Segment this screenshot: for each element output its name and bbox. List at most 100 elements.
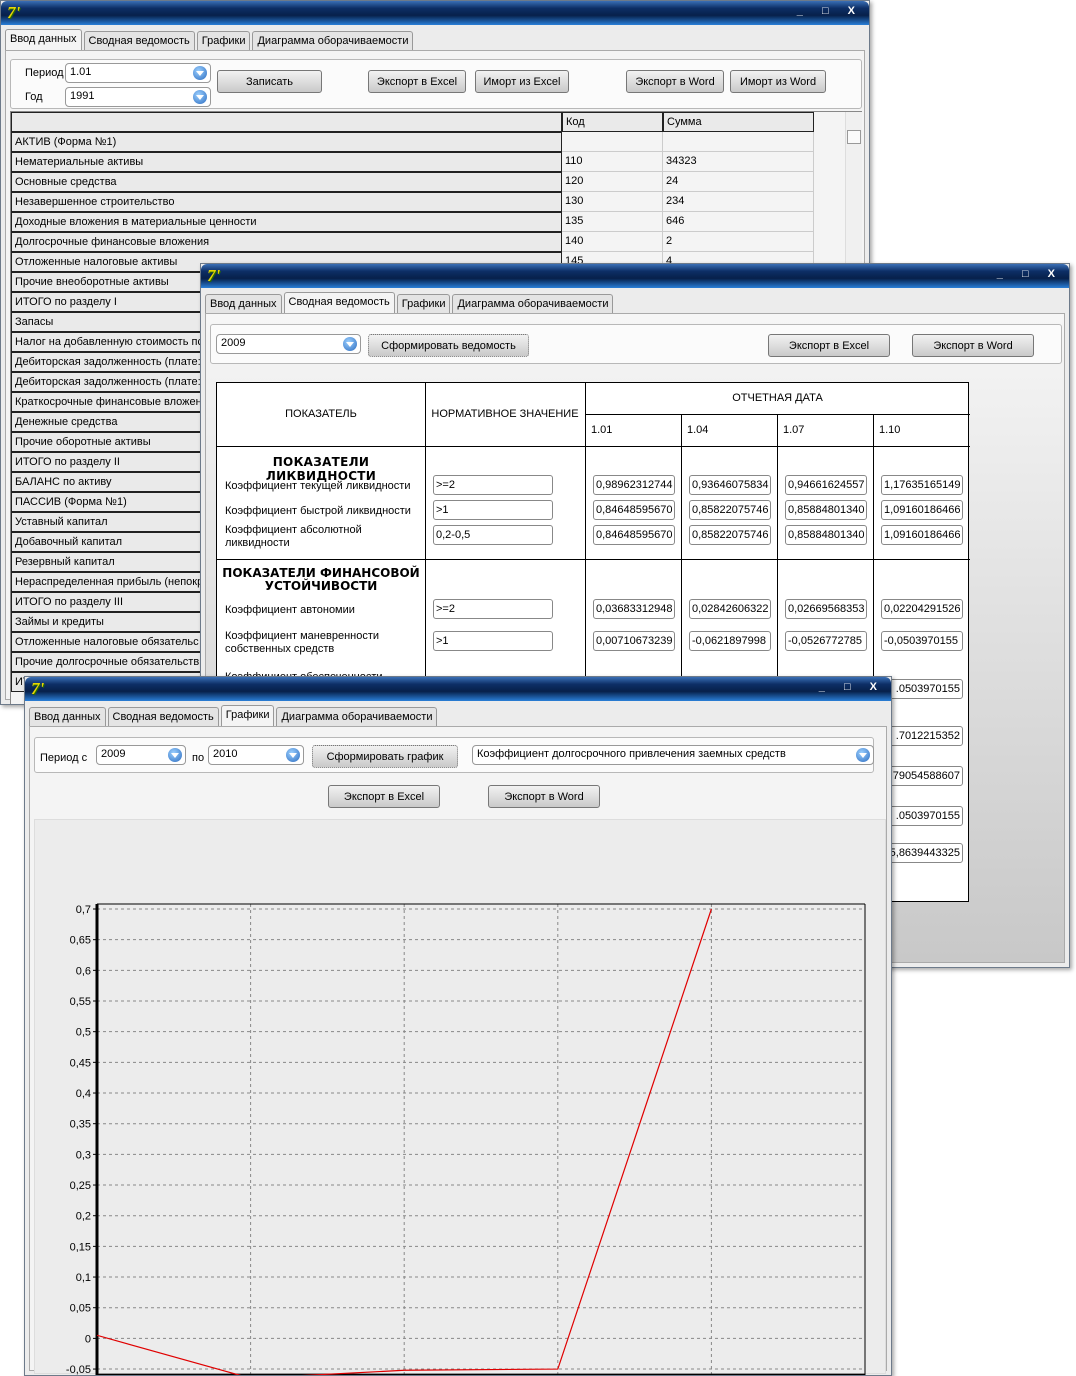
value-input[interactable]: 0,93646075834 <box>689 475 771 495</box>
tab-summary[interactable]: Сводная ведомость <box>107 707 219 727</box>
from-select[interactable]: 2009 <box>96 745 186 765</box>
row-name[interactable]: Долгосрочные финансовые вложения <box>11 232 562 252</box>
value-input[interactable]: 0,84648595670 <box>593 525 675 545</box>
row-name[interactable]: Незавершенное строительство <box>11 192 562 212</box>
row-code[interactable]: 140 <box>562 232 663 252</box>
value-input[interactable]: 1,17635165149 <box>881 475 963 495</box>
section-liquidity: ПОКАЗАТЕЛИ ЛИКВИДНОСТИ <box>265 455 377 483</box>
indicator-select[interactable]: Коэффициент долгосрочного привлечения за… <box>472 745 874 765</box>
form-report-button[interactable]: Сформировать ведомость <box>368 334 529 357</box>
scroll-thumb[interactable] <box>847 130 861 144</box>
tab-summary[interactable]: Сводная ведомость <box>283 292 395 314</box>
value-input[interactable]: 0,03683312948 <box>593 599 675 619</box>
norm-input[interactable]: >=2 <box>433 475 553 495</box>
save-button[interactable]: Записать <box>217 70 322 93</box>
row-sum[interactable] <box>663 132 814 152</box>
import-excel-button[interactable]: Имopт из Excel <box>475 70 569 93</box>
window-controls[interactable]: _ □ X <box>996 268 1063 280</box>
tab-summary[interactable]: Сводная ведомость <box>83 31 195 51</box>
value-input[interactable]: 0,85884801340 <box>785 525 867 545</box>
form-chart-button[interactable]: Сформировать график <box>312 745 458 768</box>
export-excel-button[interactable]: Экспорт в Excel <box>768 334 890 357</box>
to-select[interactable]: 2010 <box>208 745 304 765</box>
value-input[interactable]: .0503970155 <box>881 679 963 699</box>
row-code[interactable]: 135 <box>562 212 663 232</box>
header-norm: НОРМАТИВНОЕ ЗНАЧЕНИЕ <box>431 408 579 420</box>
value-input[interactable]: 0,02842606322 <box>689 599 771 619</box>
from-value: 2009 <box>101 748 126 760</box>
value-input[interactable]: 0,84648595670 <box>593 500 675 520</box>
value-input[interactable]: 0,85822075746 <box>689 525 771 545</box>
value-input[interactable]: 1,09160186466 <box>881 500 963 520</box>
tab-charts[interactable]: Графики <box>220 705 275 727</box>
row-name[interactable]: АКТИВ (Форма №1) <box>11 132 562 152</box>
tab-data-entry[interactable]: Ввод данных <box>29 707 106 727</box>
value-input[interactable]: 0,85822075746 <box>689 500 771 520</box>
y-tick-label: 0,35 <box>70 1119 91 1131</box>
tab-data-entry[interactable]: Ввод данных <box>5 29 82 51</box>
export-excel-button[interactable]: Экспорт в Excel <box>368 70 466 93</box>
export-word-button[interactable]: Экспорт в Word <box>912 334 1034 357</box>
value-input[interactable]: 5,8639443325 <box>881 843 963 863</box>
export-word-button[interactable]: Экспорт в Word <box>488 785 600 808</box>
row-sum[interactable]: 646 <box>663 212 814 232</box>
value-input[interactable]: 1,09160186466 <box>881 525 963 545</box>
tab-turnover[interactable]: Диаграмма оборачиваемости <box>276 707 438 727</box>
row-sum[interactable]: 234 <box>663 192 814 212</box>
line-chart: 0,7 0,65 0,6 0,55 0,5 0,45 0,4 0,35 0,3 0,25 0,2 0,… <box>66 903 866 1375</box>
export-excel-button[interactable]: Экспорт в Excel <box>328 785 440 808</box>
value-input[interactable]: .0503970155 <box>881 806 963 826</box>
norm-input[interactable]: >1 <box>433 500 553 520</box>
value-input[interactable]: 0,02669568353 <box>785 599 867 619</box>
chevron-down-icon <box>856 748 870 762</box>
year-select[interactable]: 1991 <box>65 87 211 107</box>
window-controls[interactable]: _ □ X <box>796 5 863 17</box>
title-bar[interactable]: 7' _ □ X <box>201 264 1069 288</box>
year-value: 2009 <box>221 337 246 349</box>
period-select[interactable]: 1.01 <box>65 63 211 83</box>
row-sum[interactable]: 2 <box>663 232 814 252</box>
row-name[interactable]: Основные средства <box>11 172 562 192</box>
column-divider <box>681 414 682 934</box>
tab-data-entry[interactable]: Ввод данных <box>205 294 282 314</box>
value-input[interactable]: 0,00710673239 <box>593 631 675 651</box>
row-code[interactable]: 120 <box>562 172 663 192</box>
year-select[interactable]: 2009 <box>216 334 361 354</box>
row-code[interactable]: 130 <box>562 192 663 212</box>
tab-turnover[interactable]: Диаграмма оборачиваемости <box>252 31 414 51</box>
row-name[interactable]: Нематериальные активы <box>11 152 562 172</box>
tab-turnover[interactable]: Диаграмма оборачиваемости <box>452 294 614 314</box>
y-tick-label: 0,7 <box>76 904 91 916</box>
window-charts: 7' _ □ X Ввод данных Сводная ведомость Гр… <box>24 676 892 1376</box>
value-input[interactable]: .7012215352 <box>881 726 963 746</box>
chevron-down-icon <box>168 748 182 762</box>
row-sum[interactable]: 34323 <box>663 152 814 172</box>
tab-bar: Ввод данных Сводная ведомость Графики Ди… <box>5 29 415 51</box>
export-word-button[interactable]: Экспорт в Word <box>626 70 724 93</box>
title-bar[interactable]: 7' _ □ X <box>25 677 891 701</box>
tab-charts[interactable]: Графики <box>196 31 251 51</box>
value-input[interactable]: -0,0526772785 <box>785 631 867 651</box>
value-input[interactable]: -0,0621897998 <box>689 631 771 651</box>
value-input[interactable]: 0,98962312744 <box>593 475 675 495</box>
window-controls[interactable]: _ □ X <box>818 681 885 693</box>
value-input[interactable]: 0,94661624557 <box>785 475 867 495</box>
tab-charts[interactable]: Графики <box>396 294 451 314</box>
row-code[interactable]: 110 <box>562 152 663 172</box>
value-input[interactable]: -0,0503970155 <box>881 631 963 651</box>
norm-input[interactable]: >1 <box>433 631 553 651</box>
title-bar[interactable]: 7' _ □ X <box>1 1 869 25</box>
norm-input[interactable]: 0,2-0,5 <box>433 525 553 545</box>
row-name[interactable]: Доходные вложения в материальные ценност… <box>11 212 562 232</box>
norm-input[interactable]: >=2 <box>433 599 553 619</box>
value-input[interactable]: 79054588607 <box>881 766 963 786</box>
value-input[interactable]: 0,02204291526 <box>881 599 963 619</box>
y-tick-label: 0,3 <box>76 1149 91 1161</box>
y-tick-label: 0,45 <box>70 1057 91 1069</box>
row-code[interactable] <box>562 132 663 152</box>
value-input[interactable]: 0,85884801340 <box>785 500 867 520</box>
header-date-1.01: 1.01 <box>591 424 613 436</box>
tab-bar: Ввод данных Сводная ведомость Графики Ди… <box>29 705 439 727</box>
import-word-button[interactable]: Имopт из Word <box>730 70 826 93</box>
row-sum[interactable]: 24 <box>663 172 814 192</box>
